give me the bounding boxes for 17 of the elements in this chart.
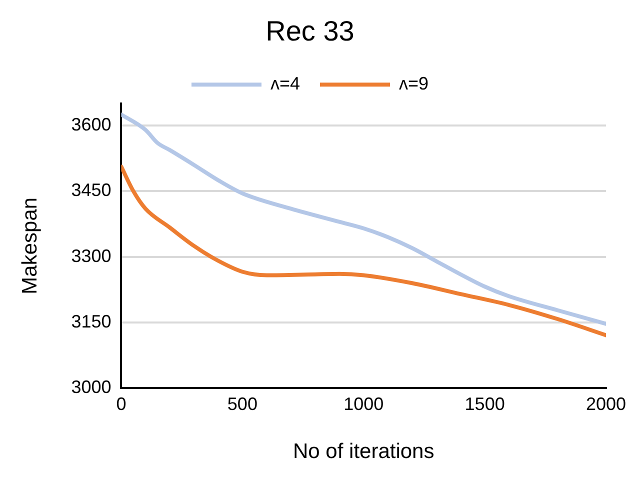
y-axis-title: Makespan <box>18 197 42 294</box>
y-tick-label: 3450 <box>71 180 112 200</box>
chart-title: Rec 33 <box>266 16 354 47</box>
x-tick-label: 1000 <box>344 394 384 414</box>
y-tick-label: 3150 <box>71 311 112 332</box>
x-tick-label: 2000 <box>586 394 626 414</box>
x-tick-label: 1500 <box>464 394 505 414</box>
x-tick-label: 500 <box>227 394 258 414</box>
y-tick-label: 3000 <box>71 377 112 398</box>
x-axis-title: No of iterations <box>292 440 434 464</box>
legend-label: ʌ=4 <box>270 74 300 94</box>
x-tick-label: 0 <box>116 394 126 414</box>
y-tick-label: 3300 <box>71 246 112 266</box>
line-series <box>121 112 606 326</box>
line-series <box>121 164 606 338</box>
legend-label: ʌ=9 <box>399 74 429 94</box>
y-tick-label: 3600 <box>71 114 112 134</box>
